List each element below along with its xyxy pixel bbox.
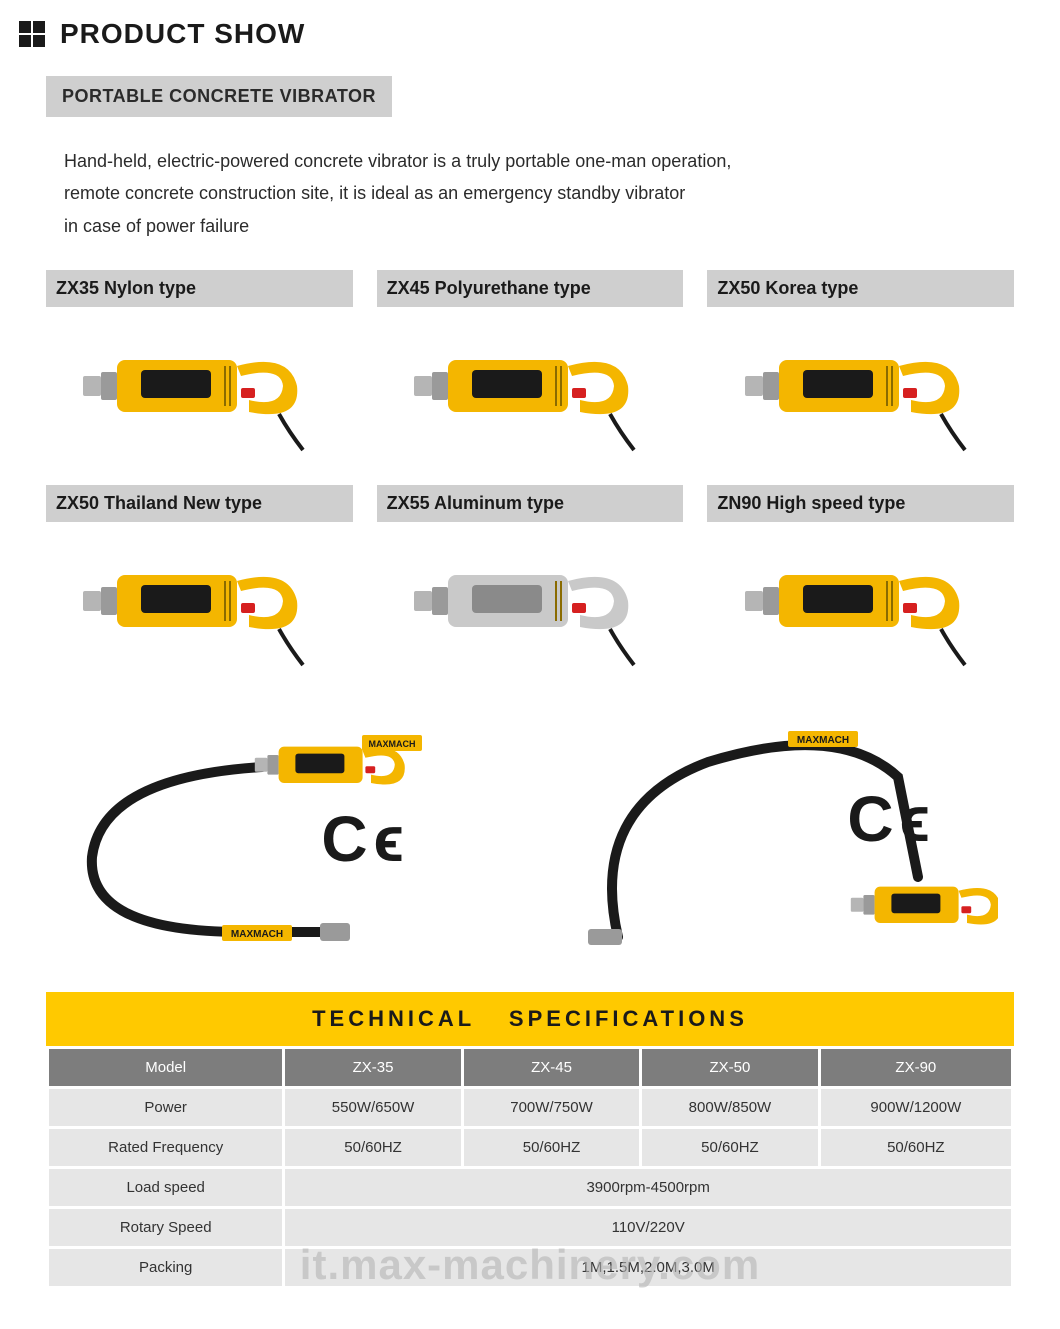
spec-cell: 1M,1.5M,2.0M,3.0M (285, 1249, 1011, 1286)
product-cell: ZN90 High speed type (707, 485, 1014, 682)
product-cell: ZX45 Polyurethane type (377, 270, 684, 467)
spec-row-label: Rated Frequency (49, 1129, 282, 1166)
spec-table: ModelZX-35ZX-45ZX-50ZX-90 Power550W/650W… (46, 1046, 1014, 1289)
hose-cell: MAXMACH C ϵ (542, 702, 1014, 962)
table-row: Power550W/650W700W/750W800W/850W900W/120… (49, 1089, 1011, 1126)
spec-cell: 110V/220V (285, 1209, 1011, 1246)
page: PRODUCT SHOW PORTABLE CONCRETE VIBRATOR … (0, 0, 1060, 1329)
intro-line: Hand-held, electric-powered concrete vib… (64, 145, 1042, 177)
product-cell: ZX35 Nylon type (46, 270, 353, 467)
spec-cell: 50/60HZ (464, 1129, 639, 1166)
hose-cell: MAXMACH MAXMACH C ϵ (46, 702, 518, 962)
product-label: ZX50 Thailand New type (46, 485, 353, 522)
spec-cell: 800W/850W (642, 1089, 817, 1126)
hose-row: MAXMACH MAXMACH C ϵ MAXMACH C ϵ (18, 682, 1042, 992)
spec-col-header: ZX-50 (642, 1049, 817, 1086)
ce-mark-icon: C ϵ (321, 802, 398, 876)
spec-cell: 50/60HZ (642, 1129, 817, 1166)
svg-text:MAXMACH: MAXMACH (231, 929, 283, 940)
spec-title: TECHNICAL SPECIFICATIONS (46, 1006, 1014, 1032)
product-label: ZX50 Korea type (707, 270, 1014, 307)
product-label: ZX45 Polyurethane type (377, 270, 684, 307)
intro-line: in case of power failure (64, 210, 1042, 242)
section-label: PORTABLE CONCRETE VIBRATOR (46, 76, 392, 117)
spec-cell: 50/60HZ (821, 1129, 1011, 1166)
spec-col-header: ZX-35 (285, 1049, 460, 1086)
table-row: Rotary Speed110V/220V (49, 1209, 1011, 1246)
product-label: ZX35 Nylon type (46, 270, 353, 307)
svg-text:MAXMACH: MAXMACH (797, 735, 849, 746)
product-cell: ZX50 Thailand New type (46, 485, 353, 682)
spec-row-label: Packing (49, 1249, 282, 1286)
ce-mark-icon: C ϵ (847, 782, 924, 856)
product-label: ZX55 Aluminum type (377, 485, 684, 522)
svg-text:MAXMACH: MAXMACH (369, 739, 416, 749)
product-image (707, 317, 1014, 467)
header-logo-icon (18, 20, 46, 48)
spec-cell: 900W/1200W (821, 1089, 1011, 1126)
spec-cell: 700W/750W (464, 1089, 639, 1126)
product-image (46, 317, 353, 467)
table-row: Packing1M,1.5M,2.0M,3.0M (49, 1249, 1011, 1286)
product-cell: ZX50 Korea type (707, 270, 1014, 467)
spec-col-header: Model (49, 1049, 282, 1086)
product-image (46, 532, 353, 682)
spec-col-header: ZX-90 (821, 1049, 1011, 1086)
product-label: ZN90 High speed type (707, 485, 1014, 522)
product-image (377, 317, 684, 467)
product-grid: ZX35 Nylon type ZX45 Polyurethane type (18, 270, 1042, 682)
spec-row-label: Power (49, 1089, 282, 1126)
product-cell: ZX55 Aluminum type (377, 485, 684, 682)
product-image (707, 532, 1014, 682)
intro-text: Hand-held, electric-powered concrete vib… (64, 145, 1042, 242)
spec-cell: 3900rpm-4500rpm (285, 1169, 1011, 1206)
page-header: PRODUCT SHOW (18, 10, 1042, 68)
spec-thead: ModelZX-35ZX-45ZX-50ZX-90 (49, 1049, 1011, 1086)
intro-line: remote concrete construction site, it is… (64, 177, 1042, 209)
spec-row-label: Load speed (49, 1169, 282, 1206)
spec-row-label: Rotary Speed (49, 1209, 282, 1246)
spec-title-band: TECHNICAL SPECIFICATIONS (46, 992, 1014, 1046)
spec-cell: 50/60HZ (285, 1129, 460, 1166)
product-image (377, 532, 684, 682)
page-title: PRODUCT SHOW (60, 18, 305, 50)
table-row: Rated Frequency50/60HZ50/60HZ50/60HZ50/6… (49, 1129, 1011, 1166)
spec-col-header: ZX-45 (464, 1049, 639, 1086)
spec-tbody: Power550W/650W700W/750W800W/850W900W/120… (49, 1089, 1011, 1286)
spec-cell: 550W/650W (285, 1089, 460, 1126)
table-row: Load speed3900rpm-4500rpm (49, 1169, 1011, 1206)
